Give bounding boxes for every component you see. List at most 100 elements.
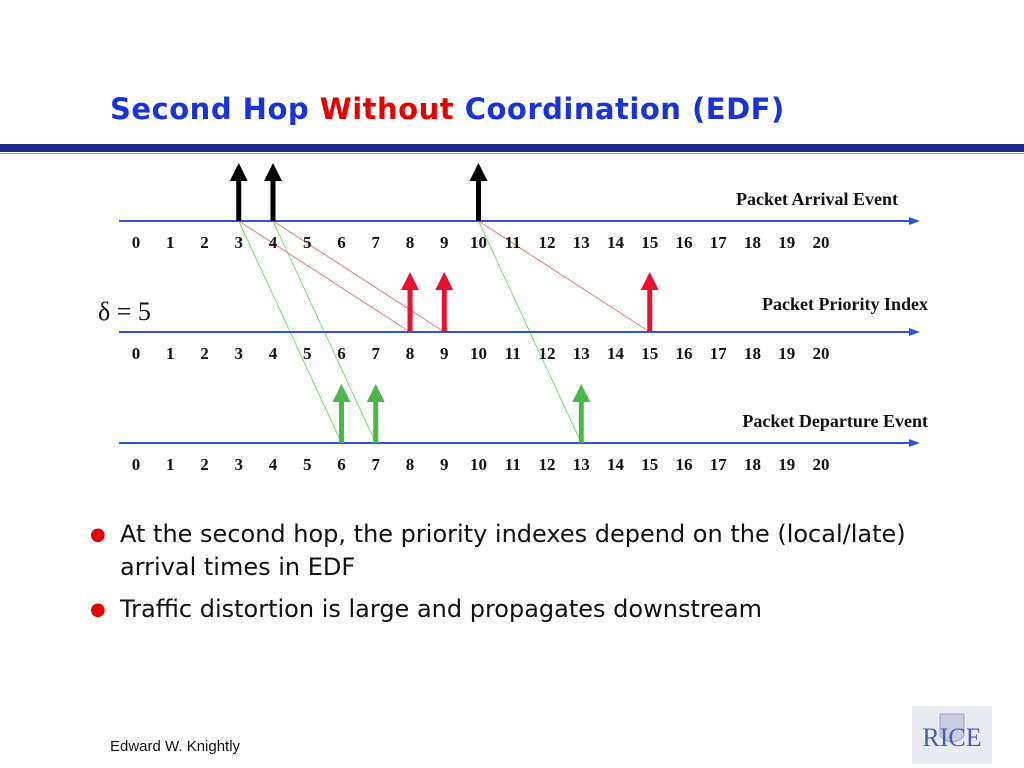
arrival-tick-label: 16 <box>676 233 693 252</box>
departure-tick-label: 18 <box>744 455 761 474</box>
priority-tick-label: 3 <box>235 344 244 363</box>
departure-event-arrow <box>572 384 591 443</box>
priority-tick-label: 20 <box>813 344 830 363</box>
departure-tick-label: 0 <box>132 455 141 474</box>
departure-axis-arrowhead-icon <box>909 439 920 447</box>
departure-tick-label: 15 <box>641 455 658 474</box>
departure-timeline-label: Packet Departure Event <box>742 411 928 431</box>
arrival-tick-label: 4 <box>269 233 278 252</box>
arrival-tick-label: 8 <box>406 233 415 252</box>
bullet-text: Traffic distortion is large and propagat… <box>120 595 763 623</box>
priority-tick-label: 8 <box>406 344 415 363</box>
priority-axis-arrowhead-icon <box>909 328 920 336</box>
slide-title: Second Hop Without Coordination (EDF) <box>110 92 785 126</box>
title-part-2: Coordination (EDF) <box>454 92 785 126</box>
priority-event-arrow <box>435 272 454 332</box>
arrival-event-arrow <box>229 163 248 221</box>
departure-tick-label: 13 <box>573 455 590 474</box>
arrival-tick-label: 0 <box>132 233 141 252</box>
arrival-tick-label: 19 <box>778 233 795 252</box>
arrival-to-priority-connector <box>238 220 411 333</box>
departure-tick-label: 5 <box>303 455 312 474</box>
arrival-tick-label: 6 <box>337 233 346 252</box>
departure-tick-label: 17 <box>710 455 728 474</box>
departure-tick-label: 3 <box>235 455 244 474</box>
footer-author: Edward W. Knightly <box>110 738 241 755</box>
departure-tick-label: 20 <box>813 455 830 474</box>
priority-tick-label: 11 <box>505 344 521 363</box>
title-highlight: Without <box>319 92 455 126</box>
departure-tick-label: 8 <box>406 455 415 474</box>
logo-text: RICE <box>922 723 981 752</box>
bullet-dot-icon: ● <box>90 599 106 620</box>
priority-tick-label: 17 <box>710 344 728 363</box>
arrival-tick-label: 13 <box>573 233 590 252</box>
priority-timeline-label: Packet Priority Index <box>762 294 928 314</box>
departure-tick-label: 11 <box>505 455 521 474</box>
tick-labels: 0 1 2 3 4 5 6 7 8 9 10 11 12 13 14 15 16 17 18 19 200 1 2 3 4 5 6 7… <box>132 233 830 474</box>
bullet-item: ● Traffic distortion is large and propaga… <box>88 593 928 626</box>
departure-tick-label: 19 <box>778 455 795 474</box>
arrival-tick-label: 18 <box>744 233 761 252</box>
priority-tick-label: 5 <box>303 344 312 363</box>
priority-tick-label: 14 <box>607 344 625 363</box>
title-divider <box>0 144 1024 152</box>
priority-tick-label: 18 <box>744 344 761 363</box>
bullet-dot-icon: ● <box>90 524 106 545</box>
arrival-tick-label: 20 <box>813 233 830 252</box>
priority-event-arrow <box>640 272 659 332</box>
arrival-to-priority-connector <box>478 220 651 333</box>
bullet-text: At the second hop, the priority indexes … <box>120 520 906 581</box>
bullet-list: ● At the second hop, the priority indexes… <box>88 518 928 635</box>
arrival-tick-label: 9 <box>440 233 449 252</box>
departure-tick-label: 1 <box>166 455 175 474</box>
arrival-timeline-label: Packet Arrival Event <box>736 189 898 209</box>
arrival-tick-label: 17 <box>710 233 728 252</box>
departure-tick-label: 16 <box>676 455 693 474</box>
priority-tick-label: 0 <box>132 344 141 363</box>
arrival-tick-label: 11 <box>505 233 521 252</box>
priority-tick-label: 9 <box>440 344 449 363</box>
arrival-tick-label: 15 <box>641 233 658 252</box>
priority-tick-label: 12 <box>539 344 556 363</box>
arrival-event-arrow <box>469 163 488 221</box>
priority-tick-label: 15 <box>641 344 658 363</box>
arrival-axis-arrowhead-icon <box>909 217 920 225</box>
departure-tick-label: 14 <box>607 455 625 474</box>
departure-tick-label: 10 <box>470 455 487 474</box>
rice-logo: RICE <box>912 706 992 764</box>
priority-tick-label: 10 <box>470 344 487 363</box>
arrival-event-arrow <box>264 163 282 221</box>
priority-event-arrow <box>401 272 419 332</box>
arrival-tick-label: 14 <box>607 233 625 252</box>
priority-tick-label: 13 <box>573 344 590 363</box>
departure-tick-label: 6 <box>337 455 346 474</box>
arrival-tick-label: 10 <box>470 233 487 252</box>
event-arrows <box>229 163 659 443</box>
priority-tick-label: 7 <box>372 344 381 363</box>
departure-event-arrow <box>366 384 385 443</box>
arrival-to-priority-connector <box>272 220 445 333</box>
departure-tick-label: 4 <box>269 455 278 474</box>
arrival-tick-label: 1 <box>166 233 175 252</box>
departure-event-arrow <box>332 384 351 443</box>
priority-tick-label: 4 <box>269 344 278 363</box>
arrival-tick-label: 3 <box>235 233 244 252</box>
priority-tick-label: 2 <box>200 344 209 363</box>
departure-tick-label: 12 <box>539 455 556 474</box>
priority-tick-label: 19 <box>778 344 795 363</box>
timeline-axes <box>119 217 920 447</box>
bullet-item: ● At the second hop, the priority indexes… <box>88 518 928 584</box>
departure-tick-label: 7 <box>372 455 381 474</box>
arrival-tick-label: 5 <box>303 233 312 252</box>
title-part-1: Second Hop <box>110 92 320 126</box>
priority-tick-label: 1 <box>166 344 175 363</box>
title-divider-thin <box>0 153 1024 154</box>
delta-label: δ = 5 <box>98 297 151 326</box>
departure-tick-label: 2 <box>200 455 209 474</box>
departure-tick-label: 9 <box>440 455 449 474</box>
priority-tick-label: 6 <box>337 344 346 363</box>
arrival-tick-label: 12 <box>539 233 556 252</box>
priority-tick-label: 16 <box>676 344 693 363</box>
